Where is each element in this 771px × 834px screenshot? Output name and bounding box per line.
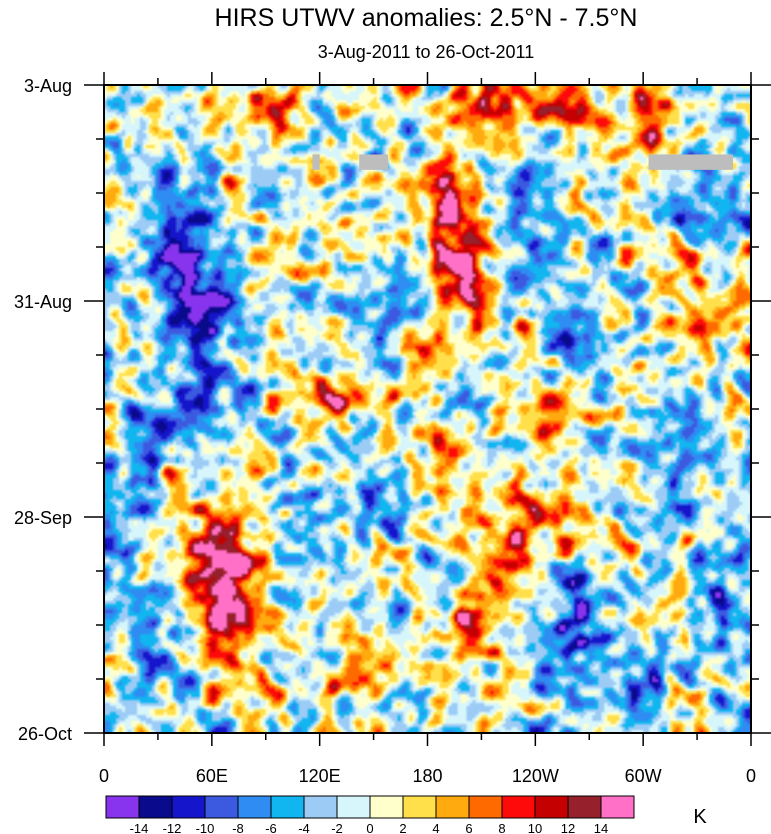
colorbar-swatch xyxy=(534,795,569,819)
colorbar-tick-label: 14 xyxy=(594,821,608,834)
colorbar-tick-label: 4 xyxy=(432,821,439,834)
y-tick-label: 26-Oct xyxy=(18,724,72,744)
colorbar-swatch xyxy=(303,795,338,819)
chart-subtitle: 3-Aug-2011 to 26-Oct-2011 xyxy=(318,42,534,62)
colorbar-swatch xyxy=(501,795,536,819)
x-axis: 0 60E 120E 180 120W 60W 0 xyxy=(99,72,756,786)
colorbar-tick-label: 10 xyxy=(528,821,542,834)
colorbar-swatch xyxy=(369,795,404,819)
y-tick-label: 28-Sep xyxy=(14,508,72,528)
colorbar-swatch xyxy=(567,795,602,819)
anomaly-field xyxy=(104,85,751,733)
x-tick-label: 60E xyxy=(196,766,228,786)
missing-data-segment xyxy=(648,154,734,170)
colorbar-swatch xyxy=(336,795,371,819)
colorbar-tick-label: -14 xyxy=(130,821,149,834)
x-tick-label: 120E xyxy=(299,766,341,786)
colorbar-swatch xyxy=(435,795,470,819)
y-tick-label: 3-Aug xyxy=(24,76,72,96)
chart-title: HIRS UTWV anomalies: 2.5°N - 7.5°N xyxy=(215,4,638,32)
colorbar-swatch xyxy=(600,795,635,819)
missing-data-segment xyxy=(359,154,388,170)
colorbar-tick-label: -10 xyxy=(196,821,215,834)
x-tick-label: 60W xyxy=(625,766,662,786)
colorbar-tick-label: -12 xyxy=(163,821,182,834)
colorbar: -14 -12 -10 -8 -6 -4 -2 0 2 4 6 8 10 12 14 xyxy=(105,795,635,834)
colorbar-swatch xyxy=(138,795,173,819)
x-tick-label: 0 xyxy=(746,766,756,786)
x-tick-label: 0 xyxy=(99,766,109,786)
colorbar-swatch xyxy=(105,795,140,819)
colorbar-swatch xyxy=(402,795,437,819)
colorbar-swatch xyxy=(204,795,239,819)
colorbar-swatch xyxy=(237,795,272,819)
x-tick-label: 180 xyxy=(412,766,442,786)
missing-data-segment xyxy=(312,154,320,170)
colorbar-tick-label: -6 xyxy=(265,821,277,834)
plot-area xyxy=(103,84,752,734)
colorbar-tick-label: 8 xyxy=(498,821,505,834)
colorbar-tick-label: -4 xyxy=(298,821,310,834)
colorbar-tick-label: 0 xyxy=(366,821,373,834)
colorbar-tick-label: -8 xyxy=(232,821,244,834)
y-axis: 3-Aug 31-Aug 28-Sep 26-Oct xyxy=(14,76,771,744)
colorbar-swatch xyxy=(171,795,206,819)
y-tick-label: 31-Aug xyxy=(14,292,72,312)
colorbar-swatch xyxy=(270,795,305,819)
missing-data-layer xyxy=(312,154,734,170)
colorbar-tick-label: 12 xyxy=(561,821,575,834)
colorbar-tick-label: -2 xyxy=(331,821,343,834)
x-tick-label: 120W xyxy=(512,766,559,786)
colorbar-tick-label: 6 xyxy=(465,821,472,834)
colorbar-tick-label: 2 xyxy=(399,821,406,834)
colorbar-swatch xyxy=(468,795,503,819)
colorbar-unit-label: K xyxy=(693,806,707,828)
